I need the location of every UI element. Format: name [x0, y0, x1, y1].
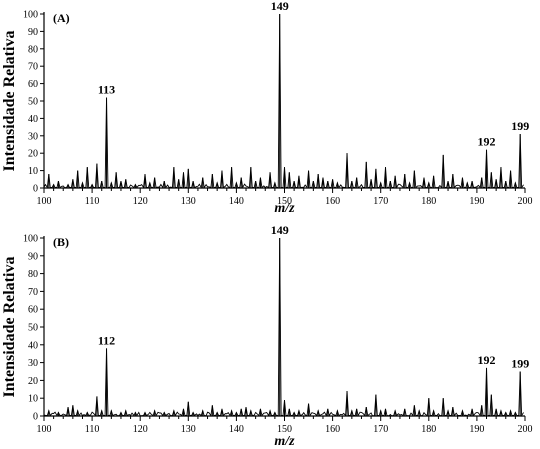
y-tick-label: 30 — [28, 358, 38, 369]
peak-label: 199 — [511, 357, 529, 371]
y-tick-label: 100 — [23, 10, 38, 21]
x-tick-label: 120 — [133, 196, 148, 207]
x-tick-label: 100 — [37, 424, 52, 435]
panel-label: (B) — [53, 235, 69, 249]
spectrum-trace — [43, 13, 524, 189]
x-tick-label: 170 — [373, 196, 388, 207]
y-axis-title: Intensidade Relativa — [1, 257, 18, 398]
y-tick-label: 10 — [28, 166, 38, 177]
peak-label: 199 — [511, 119, 529, 133]
spectrum-panel-b: 0 10 20 30 40 50 60 70 80 90 100 100 110 120 130 140 150… — [1, 223, 533, 449]
peak-label: 192 — [478, 353, 496, 367]
x-tick-label: 170 — [373, 424, 388, 435]
peak-label: 149 — [271, 223, 289, 237]
y-tick-label: 20 — [28, 149, 38, 160]
y-tick-label: 70 — [28, 62, 38, 73]
x-tick-label: 160 — [325, 424, 340, 435]
x-tick-label: 120 — [133, 424, 148, 435]
x-tick-label: 190 — [469, 196, 484, 207]
panel-label: (A) — [53, 11, 70, 25]
y-tick-label: 90 — [28, 251, 38, 262]
y-tick-label: 90 — [28, 27, 38, 38]
y-tick-label: 50 — [28, 323, 38, 334]
spectrum-trace — [43, 237, 524, 417]
x-tick-label: 110 — [85, 196, 100, 207]
y-tick-label: 80 — [28, 269, 38, 280]
y-tick-label: 50 — [28, 97, 38, 108]
x-tick-label: 140 — [229, 424, 244, 435]
peak-label: 149 — [271, 0, 289, 13]
y-tick-label: 100 — [23, 234, 38, 245]
x-tick-label: 110 — [85, 424, 100, 435]
x-tick-label: 200 — [518, 196, 533, 207]
x-tick-label: 180 — [421, 424, 436, 435]
y-tick-label: 40 — [28, 114, 38, 125]
x-tick-label: 200 — [518, 424, 533, 435]
y-tick-label: 20 — [28, 376, 38, 387]
peak-label: 192 — [478, 135, 496, 149]
y-tick-label: 10 — [28, 394, 38, 405]
spectrum-panel-a: 0 10 20 30 40 50 60 70 80 90 100 100 110 120 130 140 150… — [1, 0, 533, 216]
x-tick-label: 160 — [325, 196, 340, 207]
x-tick-label: 150 — [277, 424, 292, 435]
x-tick-label: 180 — [421, 196, 436, 207]
y-tick-label: 30 — [28, 131, 38, 142]
peak-label: 112 — [98, 333, 115, 347]
x-tick-label: 140 — [229, 196, 244, 207]
y-tick-label: 60 — [28, 305, 38, 316]
y-tick-label: 0 — [33, 412, 38, 423]
y-tick-label: 0 — [33, 184, 38, 195]
y-axis-title: Intensidade Relativa — [1, 31, 18, 172]
x-axis-title: m/z — [274, 434, 295, 449]
y-tick-label: 60 — [28, 79, 38, 90]
x-tick-label: 130 — [181, 424, 196, 435]
x-axis-title: m/z — [274, 201, 295, 216]
x-tick-label: 100 — [37, 196, 52, 207]
peak-label: 113 — [98, 83, 115, 97]
x-tick-label: 150 — [277, 196, 292, 207]
y-tick-label: 40 — [28, 340, 38, 351]
x-tick-label: 190 — [469, 424, 484, 435]
x-tick-label: 130 — [181, 196, 196, 207]
y-tick-label: 80 — [28, 44, 38, 55]
y-tick-label: 70 — [28, 287, 38, 298]
